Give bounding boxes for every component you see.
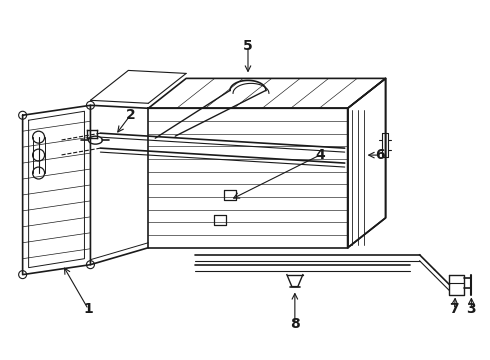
Text: 3: 3: [466, 302, 476, 316]
Text: 8: 8: [290, 318, 300, 332]
Text: 1: 1: [84, 302, 93, 316]
Text: 5: 5: [243, 39, 253, 53]
Text: 2: 2: [125, 108, 135, 122]
Text: 6: 6: [375, 148, 385, 162]
Text: 7: 7: [450, 302, 459, 316]
Text: 4: 4: [315, 148, 325, 162]
